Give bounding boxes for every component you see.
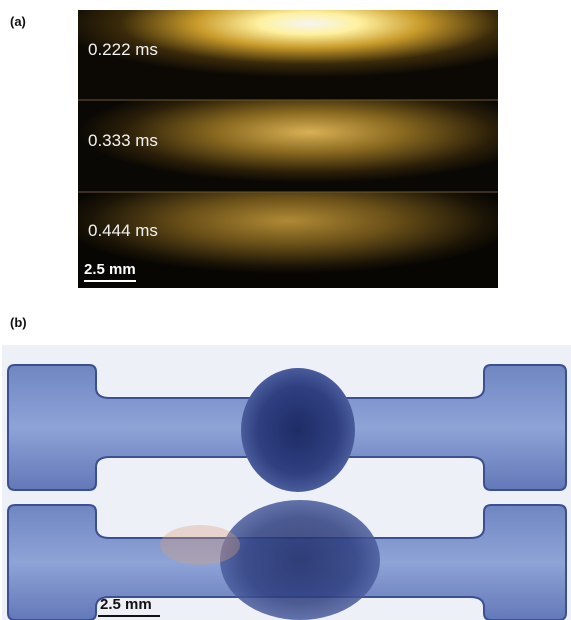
frame-time: 0.444 ms [88, 221, 158, 240]
page: (a) 0.222 ms 0.333 ms 0.444 ms 2.5 mm (b… [0, 0, 571, 620]
scale-bar-label: 2.5 mm [84, 261, 136, 278]
panel-label: (b) [10, 315, 27, 330]
frame-time: 0.333 ms [88, 131, 158, 150]
scale-bar-label: 2.5 mm [100, 596, 152, 613]
figure: (a) 0.222 ms 0.333 ms 0.444 ms 2.5 mm (b… [0, 0, 571, 620]
frame-image [78, 192, 498, 288]
frame-time: 0.222 ms [88, 40, 158, 59]
panel-label: (a) [10, 14, 26, 29]
